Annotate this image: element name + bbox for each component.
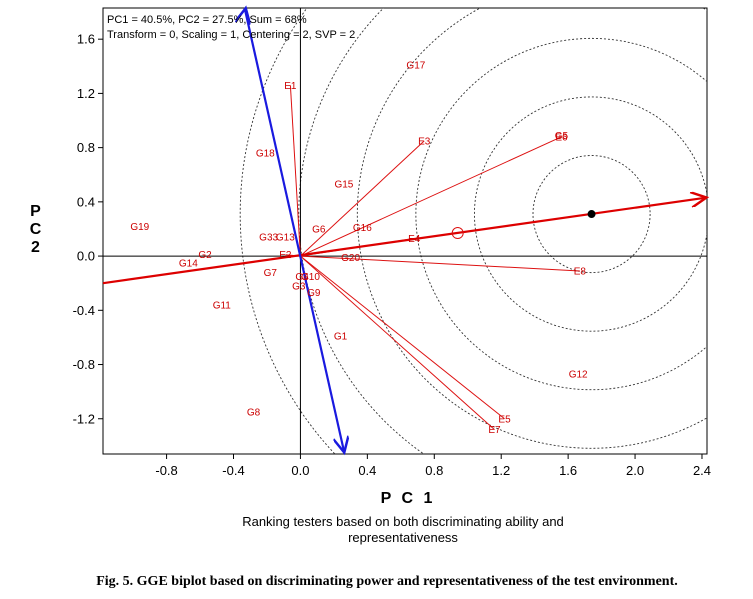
concentric-circle-1 — [532, 155, 651, 274]
label-g17: G17 — [406, 60, 425, 71]
label-g8: G8 — [247, 407, 261, 418]
aec-lines — [102, 10, 705, 451]
label-g2: G2 — [198, 250, 212, 261]
label-g3: G3 — [292, 281, 306, 292]
y-axis-ticks: -1.2 -0.8 -0.4 0.0 0.4 0.8 1.2 1.6 — [73, 32, 103, 426]
plot-frame — [102, 7, 708, 455]
y-axis-title-mid: C — [30, 221, 45, 238]
label-e8: E8 — [574, 266, 587, 277]
label-g15: G15 — [334, 180, 353, 191]
y-axis-title-bottom: 2 — [31, 239, 43, 256]
info-line-1: PC1 = 40.5%, PC2 = 27.5%, Sum = 68% — [107, 14, 307, 26]
x-axis-ticks: -0.8 -0.4 0.0 0.4 0.8 1.2 1.6 2.0 2.4 — [155, 454, 711, 478]
label-g1: G1 — [334, 332, 348, 343]
label-g10: G10 — [301, 272, 320, 283]
y-tick-label: 0.4 — [77, 194, 95, 209]
y-tick-label: -1.2 — [73, 411, 95, 426]
label-e2: E2 — [279, 250, 292, 261]
y-tick-label: 0.8 — [77, 140, 95, 155]
label-g7: G7 — [264, 268, 278, 279]
x-tick-label: 0.4 — [358, 463, 376, 478]
label-e4: E4 — [408, 234, 421, 245]
x-tick-label: 0.0 — [291, 463, 309, 478]
average-environment-marker — [451, 227, 464, 240]
vector-e3 — [300, 140, 425, 257]
y-axis-title-top: P — [30, 203, 44, 220]
figure-caption: Fig. 5. GGE biplot based on discriminati… — [96, 574, 678, 589]
label-g4: G4 — [295, 272, 309, 283]
vector-e8 — [300, 255, 580, 272]
label-g5: G5 — [555, 131, 569, 142]
x-axis-title: P C 1 — [381, 490, 436, 507]
vector-e5 — [300, 255, 505, 420]
vector-e1 — [289, 85, 301, 257]
x-tick-label: 2.0 — [626, 463, 644, 478]
label-g16: G16 — [353, 223, 372, 234]
zero-lines — [103, 8, 707, 454]
ideal-point-marker — [587, 210, 596, 219]
x-tick-label: 0.8 — [425, 463, 443, 478]
info-line-2: Transform = 0, Scaling = 1, Centering = … — [107, 29, 355, 41]
subtitle-line-2: representativeness — [348, 530, 458, 545]
label-g9: G9 — [307, 288, 321, 299]
y-tick-label: 1.6 — [77, 32, 95, 47]
vector-e7 — [300, 255, 495, 430]
markers — [451, 210, 596, 240]
label-e6: E6 — [555, 132, 568, 143]
x-tick-label: -0.8 — [155, 463, 177, 478]
label-g11: G11 — [213, 300, 232, 311]
x-tick-label: 1.6 — [559, 463, 577, 478]
label-g6: G6 — [312, 224, 326, 235]
y-tick-label: -0.4 — [73, 303, 95, 318]
label-g12: G12 — [569, 370, 588, 381]
label-g13: G13 — [276, 233, 295, 244]
x-tick-label: 2.4 — [693, 463, 711, 478]
aec-abscissa-line — [102, 198, 705, 285]
vector-e6 — [300, 136, 562, 257]
concentric-circles — [239, 8, 707, 454]
label-g20: G20 — [341, 253, 360, 264]
aec-ordinate-line — [244, 10, 344, 451]
label-e3: E3 — [418, 136, 431, 147]
x-tick-label: -0.4 — [222, 463, 244, 478]
x-tick-label: 1.2 — [492, 463, 510, 478]
label-e1: E1 — [284, 81, 297, 92]
label-g33: G33 — [259, 233, 278, 244]
label-e5: E5 — [498, 414, 511, 425]
label-g18: G18 — [256, 149, 275, 160]
y-tick-label: -0.8 — [73, 357, 95, 372]
label-g19: G19 — [130, 222, 149, 233]
label-g14: G14 — [179, 258, 198, 269]
subtitle-line-1: Ranking testers based on both discrimina… — [242, 514, 564, 529]
label-e7: E7 — [488, 425, 501, 436]
y-tick-label: 1.2 — [77, 86, 95, 101]
y-tick-label: 0.0 — [77, 249, 95, 264]
